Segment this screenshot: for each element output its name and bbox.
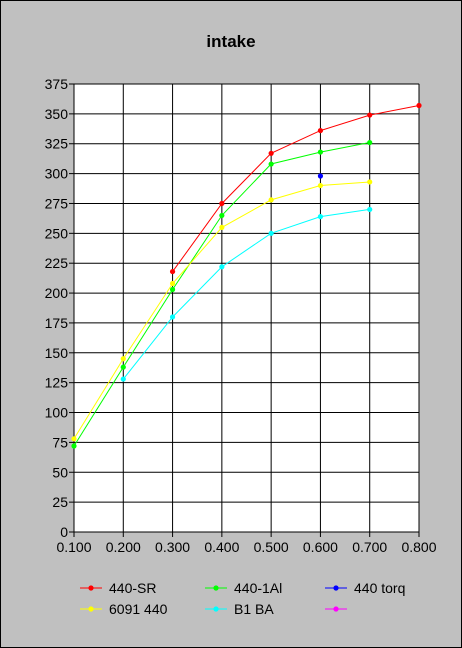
- data-point: [120, 356, 126, 362]
- data-point: [367, 112, 373, 118]
- y-tick-label: 50: [52, 464, 68, 480]
- series-3: [71, 179, 373, 442]
- data-point: [169, 314, 176, 320]
- data-point: [268, 150, 274, 156]
- x-tick-label: 0.100: [56, 539, 91, 555]
- gridlines: [74, 83, 420, 532]
- legend-marker: [213, 585, 219, 591]
- legend: 440-SR 440-1Al 440 torq 6091 440 B1 BA: [80, 580, 405, 617]
- legend-item: [325, 606, 347, 612]
- y-tick-label: 300: [45, 166, 69, 182]
- data-point: [268, 161, 274, 167]
- x-tick-label: 0.500: [254, 539, 289, 555]
- y-tick-label: 350: [45, 106, 69, 122]
- legend-marker: [213, 606, 219, 612]
- legend-marker: [333, 606, 339, 612]
- data-point: [317, 182, 324, 189]
- data-point: [317, 173, 324, 179]
- data-point: [367, 139, 373, 146]
- y-tick-label: 0: [60, 524, 68, 540]
- y-tick-label: 325: [45, 136, 69, 152]
- data-point: [120, 376, 126, 382]
- legend-label: 440-SR: [109, 580, 156, 596]
- data-point: [317, 214, 324, 220]
- series-line: [172, 105, 420, 272]
- x-tick-label: 0.800: [401, 539, 436, 555]
- legend-item: 6091 440: [80, 601, 168, 617]
- data-point: [169, 286, 176, 293]
- y-tick-label: 75: [52, 434, 68, 450]
- legend-label: 440 torq: [354, 580, 405, 596]
- x-tick-label: 0.700: [352, 539, 387, 555]
- series-layer: [71, 102, 422, 449]
- series-line: [122, 208, 370, 380]
- y-tick-label: 275: [45, 195, 69, 211]
- legend-item: 440-1Al: [205, 580, 282, 596]
- y-tick-label: 200: [45, 285, 69, 301]
- y-tick-label: 25: [52, 494, 68, 510]
- series-0: [169, 102, 422, 275]
- legend-marker: [333, 585, 339, 591]
- x-tick-labels: 0.100 0.200 0.300 0.400 0.500 0.600 0.700 0.800: [56, 539, 436, 555]
- y-tick-label: 375: [45, 76, 69, 92]
- data-point: [169, 268, 176, 275]
- x-tick-label: 0.600: [303, 539, 338, 555]
- y-tick-label: 125: [45, 375, 69, 391]
- data-point: [367, 206, 373, 213]
- data-point: [219, 212, 225, 219]
- axes: [69, 83, 420, 537]
- y-tick-labels: 0 25 50 75 100 125 150 175 200 225 250 275 300 325 350…: [45, 76, 69, 540]
- data-point: [219, 264, 225, 270]
- plot-area: [73, 83, 420, 533]
- data-point: [268, 197, 274, 203]
- series-4: [120, 206, 373, 382]
- x-tick-label: 0.300: [155, 539, 190, 555]
- legend-item: B1 BA: [205, 601, 274, 617]
- legend-item: 440-SR: [80, 580, 156, 596]
- legend-marker: [88, 606, 94, 612]
- legend-label: 6091 440: [109, 601, 168, 617]
- data-point: [416, 102, 422, 109]
- series-2: [317, 173, 324, 179]
- legend-item: 440 torq: [325, 580, 405, 596]
- y-tick-label: 225: [45, 255, 69, 271]
- y-tick-label: 100: [45, 405, 69, 421]
- data-point: [169, 280, 176, 287]
- chart-title: intake: [206, 32, 255, 51]
- legend-marker: [88, 585, 94, 591]
- x-tick-label: 0.200: [106, 539, 141, 555]
- x-tick-label: 0.400: [204, 539, 239, 555]
- data-point: [219, 200, 225, 207]
- data-point: [367, 179, 373, 185]
- series-1: [71, 139, 373, 449]
- legend-label: B1 BA: [234, 601, 274, 617]
- data-point: [317, 127, 324, 134]
- data-point: [219, 224, 225, 230]
- y-tick-label: 250: [45, 225, 69, 241]
- data-point: [268, 230, 274, 236]
- data-point: [317, 149, 324, 155]
- legend-label: 440-1Al: [234, 580, 282, 596]
- data-point: [120, 364, 126, 370]
- data-point: [71, 443, 77, 449]
- y-tick-label: 150: [45, 345, 69, 361]
- data-point: [71, 436, 77, 442]
- y-tick-label: 175: [45, 315, 69, 331]
